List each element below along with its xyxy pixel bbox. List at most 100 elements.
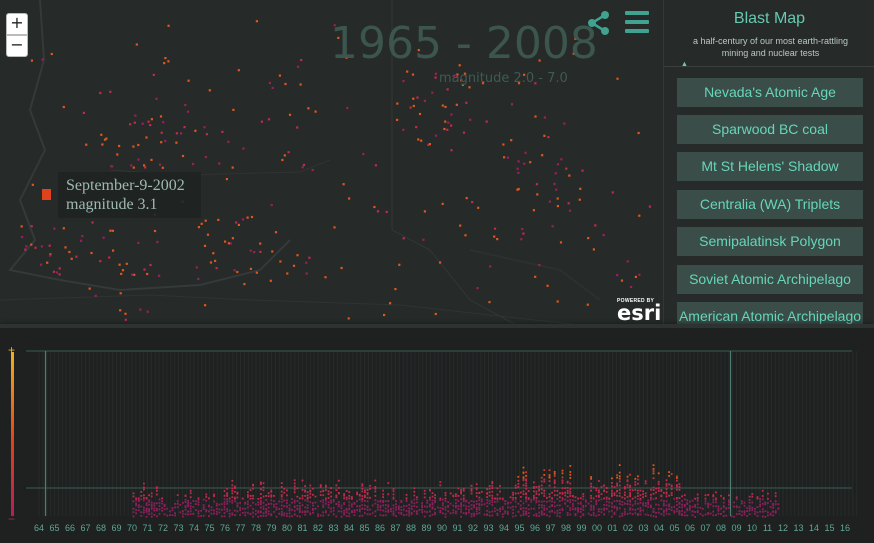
map-event-dot xyxy=(241,218,245,221)
map-event-dot xyxy=(259,250,262,253)
timeline-event-dot xyxy=(543,512,546,515)
timeline-event-dot xyxy=(720,507,722,510)
timeline-event-dot xyxy=(741,502,743,505)
timeline-event-dot xyxy=(618,503,621,505)
map-event-dot xyxy=(568,209,572,212)
timeline-event-dot xyxy=(335,494,338,497)
timeline-event-dot xyxy=(642,496,644,499)
magnitude-scale-bar[interactable] xyxy=(11,352,14,516)
timeline-chart[interactable]: + − 64 65 66 67 68 69 70 71 72 73 74 75 76 77 78 79 80 81… xyxy=(0,328,874,543)
timeline-event-dot xyxy=(533,496,535,499)
zoom-out-button[interactable]: − xyxy=(6,35,28,57)
year-label: 79 xyxy=(266,523,276,533)
timeline-event-dot xyxy=(517,479,520,482)
timeline-event-dot xyxy=(434,508,436,511)
timeline-event-dot xyxy=(226,492,228,495)
share-icon[interactable] xyxy=(586,10,612,36)
map-event-dot xyxy=(546,40,550,43)
timeline-event-dot xyxy=(761,489,764,492)
map-event-dot xyxy=(62,105,65,109)
timeline-event-dot xyxy=(748,505,751,508)
timeline-event-dot xyxy=(470,484,473,487)
year-label: 01 xyxy=(607,523,617,533)
story-button-sparwood[interactable]: Sparwood BC coal xyxy=(677,115,863,144)
timeline-event-dot xyxy=(330,491,332,494)
timeline-event-dot xyxy=(192,512,195,515)
timeline-event-dot xyxy=(226,508,228,510)
map-event-dot xyxy=(456,73,459,76)
timeline-event-dot xyxy=(507,511,509,513)
map-event-dot xyxy=(556,197,559,200)
map-event-dot xyxy=(197,277,200,280)
timeline-event-dot xyxy=(270,502,273,505)
timeline-event-dot xyxy=(267,506,270,509)
timeline-event-dot xyxy=(605,498,608,501)
timeline-event-dot xyxy=(686,507,689,510)
timeline-event-dot xyxy=(293,479,296,482)
timeline-event-dot xyxy=(345,511,348,514)
timeline-event-dot xyxy=(223,515,226,518)
map-event-dot xyxy=(543,134,546,137)
timeline-event-dot xyxy=(169,514,171,516)
timeline-event-dot xyxy=(275,515,278,518)
timeline-event-dot xyxy=(634,477,637,480)
timeline-event-dot xyxy=(447,504,449,507)
timeline-event-dot xyxy=(301,489,304,491)
timeline-event-dot xyxy=(262,501,265,504)
timeline-event-dot xyxy=(304,485,306,487)
timeline-event-dot xyxy=(767,502,769,504)
timeline-event-dot xyxy=(624,497,626,500)
timeline-event-dot xyxy=(158,513,161,515)
hamburger-menu-icon[interactable] xyxy=(625,11,649,33)
timeline-event-dot xyxy=(751,493,754,495)
timeline-event-dot xyxy=(637,495,639,497)
timeline-event-dot xyxy=(312,504,314,507)
timeline-event-dot xyxy=(774,510,777,513)
timeline-event-dot xyxy=(618,507,621,510)
story-button-american[interactable]: American Atomic Archipelago xyxy=(677,302,863,327)
timeline-event-dot xyxy=(189,507,192,510)
timeline-event-dot xyxy=(161,509,163,512)
map-view[interactable]: + − 1965 - 2008 magnitude 2.0 - 7.0 Sept… xyxy=(0,0,874,327)
map-event-dot xyxy=(427,143,430,146)
timeline-event-dot xyxy=(309,484,312,487)
timeline-event-dot xyxy=(309,501,312,504)
story-button-mt-st-helens[interactable]: Mt St Helens' Shadow xyxy=(677,152,863,181)
story-button-nevada[interactable]: Nevada's Atomic Age xyxy=(677,78,863,107)
timeline-event-dot xyxy=(569,488,572,490)
story-button-semipalatinsk[interactable]: Semipalatinsk Polygon xyxy=(677,227,863,256)
timeline-event-dot xyxy=(735,496,738,499)
timeline-event-dot xyxy=(616,508,618,511)
timeline-event-dot xyxy=(652,470,655,472)
map-event-dot xyxy=(259,242,262,245)
timeline-event-dot xyxy=(507,506,509,509)
timeline-event-dot xyxy=(143,486,145,489)
story-button-centralia[interactable]: Centralia (WA) Triplets xyxy=(677,190,863,219)
timeline-event-dot xyxy=(449,512,452,515)
timeline-event-dot xyxy=(353,509,356,512)
map-event-dot xyxy=(75,255,78,258)
timeline-event-dot xyxy=(218,508,221,511)
zoom-in-button[interactable]: + xyxy=(6,13,28,35)
selected-event-marker[interactable] xyxy=(42,189,51,200)
timeline-event-dot xyxy=(512,512,514,514)
timeline-event-dot xyxy=(338,501,340,503)
magnitude-plus-label: + xyxy=(8,343,15,357)
timeline-event-dot xyxy=(312,493,314,496)
timeline-event-dot xyxy=(618,464,621,466)
timeline-event-dot xyxy=(338,492,340,494)
timeline-event-dot xyxy=(582,509,585,511)
timeline-event-dot xyxy=(444,513,447,516)
timeline-event-dot xyxy=(611,482,613,484)
timeline-event-dot xyxy=(598,491,600,494)
map-event-dot xyxy=(534,115,537,118)
story-button-soviet[interactable]: Soviet Atomic Archipelago xyxy=(677,265,863,294)
timeline-event-dot xyxy=(330,499,332,502)
timeline-event-dot xyxy=(624,511,626,513)
timeline-event-dot xyxy=(553,479,556,482)
timeline-resize-handle[interactable] xyxy=(0,324,874,328)
timeline-event-dot xyxy=(369,488,371,490)
year-label: 96 xyxy=(530,523,540,533)
timeline-event-dot xyxy=(626,483,629,486)
timeline-event-dot xyxy=(590,508,592,511)
